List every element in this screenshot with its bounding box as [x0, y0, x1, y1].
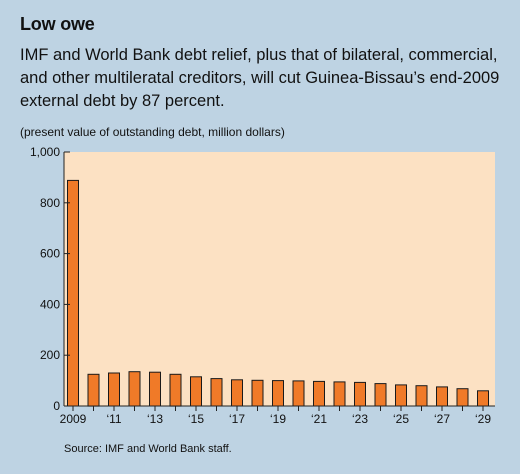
bar-2011	[108, 372, 120, 407]
bar-2025	[395, 384, 407, 407]
bar-2029	[477, 390, 489, 407]
bar-2020	[292, 380, 305, 407]
bar-2018	[251, 379, 264, 407]
x-tick-label: ‘23	[352, 412, 368, 426]
bar-2023	[354, 381, 366, 407]
bar-2027	[436, 386, 448, 407]
x-tick-label: ‘17	[229, 412, 245, 426]
source-note: Source: IMF and World Bank staff.	[64, 443, 232, 455]
y-tick-label: 200	[40, 348, 60, 362]
y-axis-ticks: 0 200 400 600 800 1,000	[30, 145, 70, 413]
plot-area	[64, 152, 495, 406]
x-tick-label: ‘19	[270, 412, 286, 426]
y-tick-label: 1,000	[30, 145, 60, 159]
x-tick-label: ‘15	[188, 412, 204, 426]
x-tick-label: ‘25	[393, 412, 409, 426]
bars-group	[67, 179, 489, 407]
bar-2021	[313, 380, 325, 407]
bar-2014	[169, 373, 182, 407]
bar-2010	[87, 373, 100, 407]
bar-2017	[231, 379, 243, 407]
bar-2019	[272, 380, 284, 407]
units-note: (present value of outstanding debt, mill…	[20, 125, 285, 139]
x-tick-label: ‘21	[311, 412, 327, 426]
bar-2026	[415, 385, 428, 407]
y-tick-label: 400	[40, 297, 60, 311]
bar-2028	[456, 388, 469, 407]
bar-2024	[374, 383, 387, 407]
x-tick-label: ‘13	[147, 412, 163, 426]
x-tick-label: ‘11	[106, 412, 121, 426]
x-tick-label: ‘29	[475, 412, 491, 426]
bar-2012	[128, 371, 141, 407]
bar-2013	[149, 371, 161, 407]
x-tick-label: 2009	[60, 412, 87, 426]
chart-subtitle: IMF and World Bank debt relief, plus tha…	[20, 46, 500, 110]
x-tick-label: ‘27	[434, 412, 450, 426]
x-axis-ticks: 2009 ‘11 ‘13 ‘15 ‘17 ‘19 ‘21 ‘23 ‘25 ‘27 ‘29	[60, 406, 491, 426]
y-tick-label: 0	[53, 399, 60, 413]
bar-2009	[67, 179, 79, 407]
y-tick-label: 600	[40, 247, 60, 261]
bar-2022	[333, 381, 346, 407]
bar-2016	[210, 378, 223, 407]
bar-2015	[190, 376, 202, 407]
chart-title: Low owe	[20, 14, 95, 34]
y-tick-label: 800	[40, 196, 60, 210]
